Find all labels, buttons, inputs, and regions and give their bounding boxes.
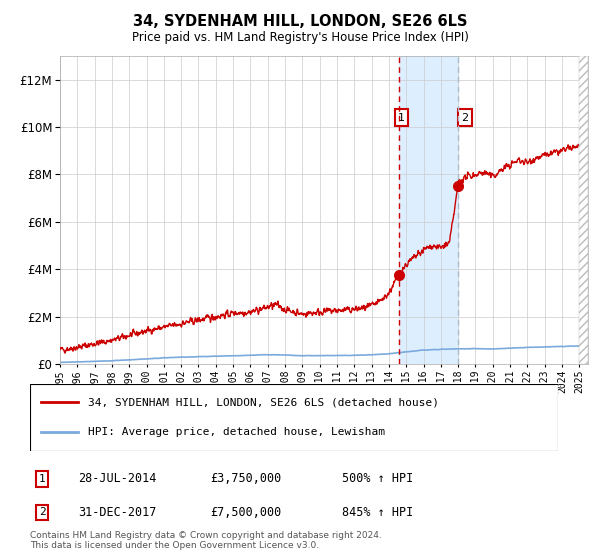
Text: 31-DEC-2017: 31-DEC-2017: [78, 506, 157, 519]
Text: 500% ↑ HPI: 500% ↑ HPI: [342, 472, 413, 486]
Text: 1: 1: [398, 113, 405, 123]
Text: 28-JUL-2014: 28-JUL-2014: [78, 472, 157, 486]
Text: 34, SYDENHAM HILL, LONDON, SE26 6LS: 34, SYDENHAM HILL, LONDON, SE26 6LS: [133, 14, 467, 29]
Text: 2: 2: [38, 507, 46, 517]
Text: Contains HM Land Registry data © Crown copyright and database right 2024.
This d: Contains HM Land Registry data © Crown c…: [30, 530, 382, 550]
Text: 1: 1: [38, 474, 46, 484]
Text: 2: 2: [461, 113, 469, 123]
Text: £7,500,000: £7,500,000: [210, 506, 281, 519]
Text: Price paid vs. HM Land Registry's House Price Index (HPI): Price paid vs. HM Land Registry's House …: [131, 31, 469, 44]
Bar: [399, 56, 458, 364]
Text: HPI: Average price, detached house, Lewisham: HPI: Average price, detached house, Lewi…: [88, 427, 385, 437]
Text: £3,750,000: £3,750,000: [210, 472, 281, 486]
Text: 845% ↑ HPI: 845% ↑ HPI: [342, 506, 413, 519]
FancyBboxPatch shape: [30, 384, 558, 451]
Text: 34, SYDENHAM HILL, LONDON, SE26 6LS (detached house): 34, SYDENHAM HILL, LONDON, SE26 6LS (det…: [88, 398, 439, 408]
